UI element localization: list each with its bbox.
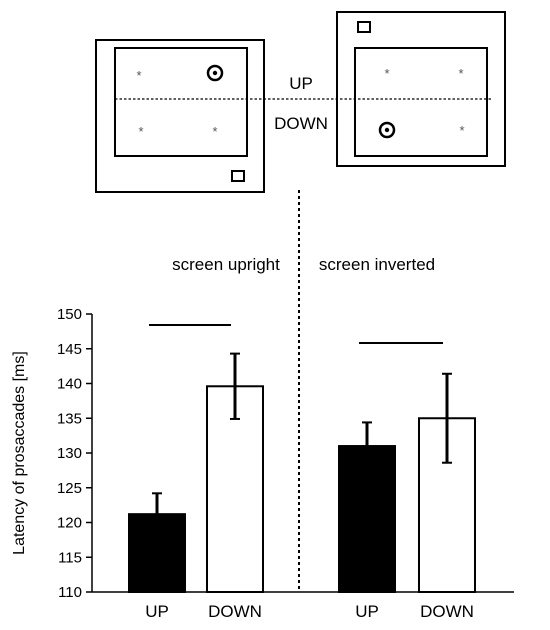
y-tick-label: 135 — [57, 410, 82, 427]
inverted-target-star: * — [458, 66, 463, 81]
y-tick-label: 120 — [57, 515, 82, 532]
upright-screen-diagram: * * * — [95, 39, 265, 193]
upright-target-star: * — [136, 68, 141, 83]
x-category-label: DOWN — [208, 602, 262, 621]
inverted-display-area — [354, 47, 488, 157]
inverted-fixation-dot-icon — [384, 127, 390, 133]
y-tick-label: 145 — [57, 341, 82, 358]
y-tick-label: 110 — [58, 584, 82, 601]
upright-fixation-target-icon — [206, 64, 224, 82]
diagram-up-label: UP — [289, 74, 313, 93]
y-axis-ticks: 110 115 120 125 130 135 140 145 150 — [57, 306, 92, 601]
bar — [338, 445, 396, 593]
y-tick-label: 150 — [57, 306, 82, 323]
inverted-target-star: * — [459, 123, 464, 138]
upright-monitor-frame — [95, 39, 265, 193]
inverted-fixation-target-icon — [378, 121, 396, 139]
x-category-label: UP — [145, 602, 169, 621]
inverted-monitor-frame — [336, 11, 506, 167]
panel-title-upright: screen upright — [172, 255, 280, 274]
inverted-target-star: * — [384, 66, 389, 81]
x-category-label: UP — [355, 602, 379, 621]
y-tick-label: 140 — [57, 376, 82, 393]
bar — [128, 513, 186, 593]
bar-marks: UP DOWN UP DOWN — [128, 324, 476, 621]
y-tick-label: 115 — [58, 549, 82, 566]
upright-target-star: * — [138, 124, 143, 139]
upright-display-area — [114, 47, 248, 157]
upright-target-star: * — [212, 124, 217, 139]
inverted-screen-diagram: * * * — [336, 11, 506, 167]
diagram-down-label: DOWN — [274, 114, 328, 133]
upright-photodiode-marker — [231, 170, 245, 182]
inverted-photodiode-marker — [357, 21, 371, 33]
y-axis-label: Latency of prosaccades [ms] — [11, 351, 28, 555]
y-tick-label: 125 — [57, 480, 82, 497]
x-category-label: DOWN — [420, 602, 474, 621]
y-tick-label: 130 — [57, 445, 82, 462]
upright-fixation-dot-icon — [212, 70, 218, 76]
bar — [206, 385, 264, 593]
panel-title-inverted: screen inverted — [319, 255, 435, 274]
